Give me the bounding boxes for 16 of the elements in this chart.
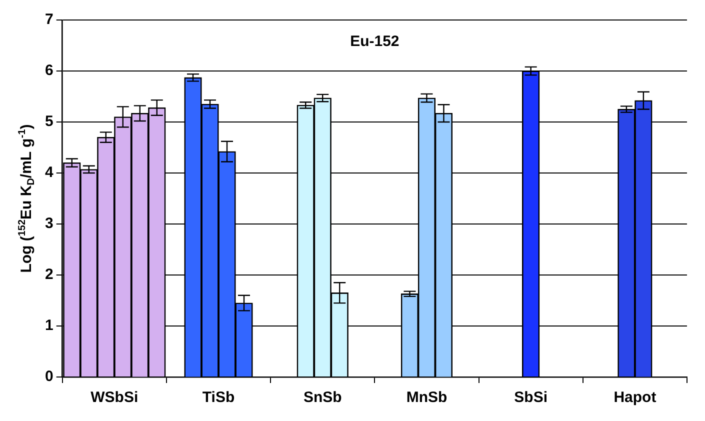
x-tick-label: TiSb [202,389,235,406]
x-tick-label: WSbSi [90,389,138,406]
x-tick-label: SnSb [303,389,342,406]
y-tick-label: 7 [45,11,54,28]
y-tick-label: 1 [45,317,54,334]
y-axis-title: Log (152Eu KD/mL g-1) [17,124,37,273]
x-tick-label: Hapot [614,389,656,406]
y-tick-label: 5 [45,113,54,130]
x-tick-label: MnSb [406,389,448,406]
x-tick-label: SbSi [514,389,548,406]
y-tick-label: 3 [45,215,54,232]
annotation: Eu-152 [350,33,400,50]
y-tick-label: 6 [45,62,54,80]
y-tick-label: 0 [45,368,54,386]
y-tick-label: 2 [45,266,54,284]
y-tick-label: 4 [45,164,54,182]
